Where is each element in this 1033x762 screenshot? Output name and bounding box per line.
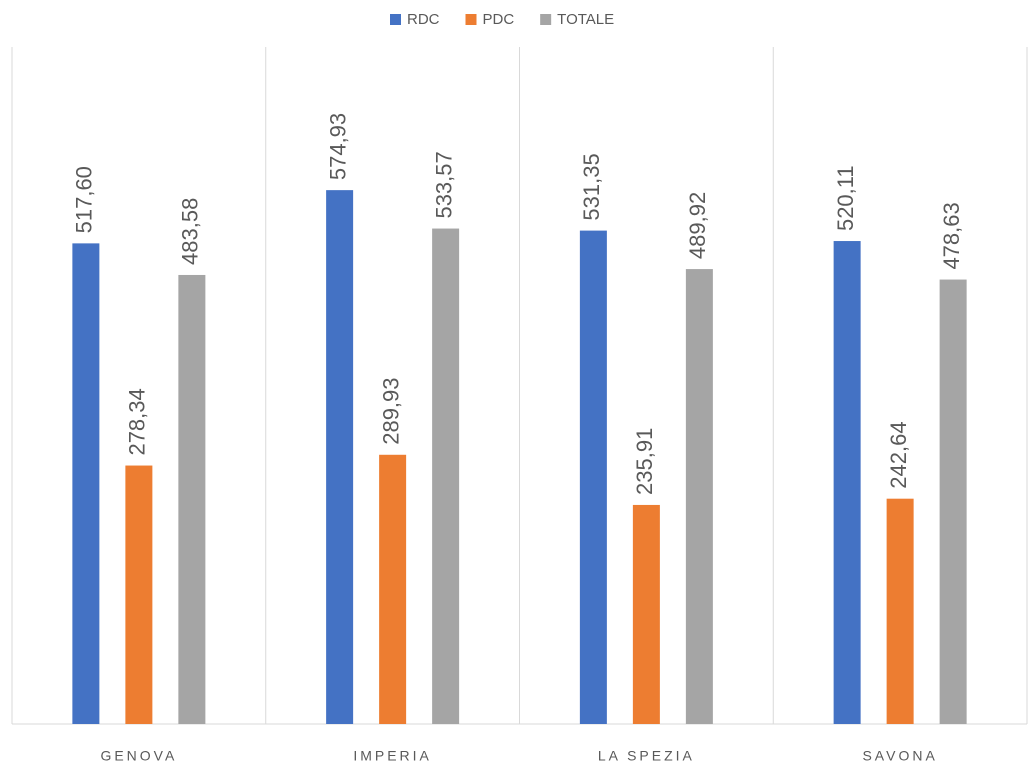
data-label: 531,35 — [579, 153, 604, 220]
x-tick-label: GENOVA — [100, 748, 177, 762]
data-label: 289,93 — [378, 377, 403, 444]
data-label: 489,92 — [685, 192, 710, 259]
bar — [72, 243, 100, 724]
bar — [125, 465, 153, 724]
data-label: 574,93 — [325, 113, 350, 180]
bar — [579, 230, 607, 724]
bar — [886, 498, 914, 724]
bar — [939, 279, 967, 724]
legend: RDC PDC TOTALE — [390, 11, 614, 28]
bar — [833, 241, 861, 724]
data-label: 242,64 — [886, 421, 911, 488]
bar — [326, 190, 354, 725]
bar — [632, 504, 660, 724]
x-tick-label: SAVONA — [862, 748, 937, 762]
legend-label: RDC — [407, 11, 440, 28]
legend-label: PDC — [483, 11, 515, 28]
data-label: 533,57 — [431, 151, 456, 218]
bar — [432, 228, 460, 724]
data-label: 483,58 — [178, 198, 203, 265]
bar — [178, 274, 206, 724]
x-tick-label: LA SPEZIA — [598, 748, 695, 762]
data-label: 520,11 — [833, 165, 858, 231]
legend-swatch — [465, 14, 477, 25]
legend-swatch — [540, 14, 552, 25]
x-tick-label: IMPERIA — [353, 748, 432, 762]
bar — [685, 269, 713, 724]
legend-label: TOTALE — [557, 11, 614, 28]
bar — [379, 454, 407, 724]
data-label: 478,63 — [939, 202, 964, 269]
legend-swatch — [390, 14, 401, 25]
data-label: 235,91 — [632, 428, 657, 495]
data-label: 278,34 — [125, 388, 150, 455]
data-label: 517,60 — [72, 166, 97, 233]
